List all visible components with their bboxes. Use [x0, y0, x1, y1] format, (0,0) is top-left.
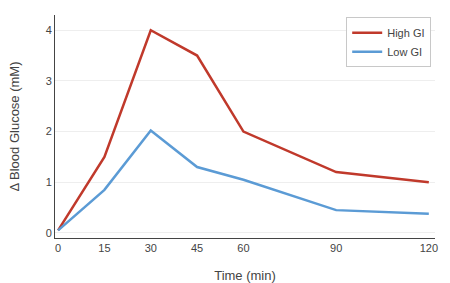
- svg-text:0: 0: [46, 227, 52, 239]
- svg-text:High GI: High GI: [387, 27, 424, 39]
- svg-text:3: 3: [46, 75, 52, 87]
- svg-text:90: 90: [330, 242, 342, 254]
- svg-text:Time (min): Time (min): [214, 268, 276, 283]
- svg-text:30: 30: [145, 242, 157, 254]
- svg-text:4: 4: [46, 24, 52, 36]
- svg-text:1: 1: [46, 176, 52, 188]
- svg-text:15: 15: [98, 242, 110, 254]
- svg-text:120: 120: [420, 242, 438, 254]
- svg-text:45: 45: [191, 242, 203, 254]
- svg-text:2: 2: [46, 125, 52, 137]
- svg-text:0: 0: [55, 242, 61, 254]
- svg-text:60: 60: [237, 242, 249, 254]
- svg-text:Δ Blood Glucose (mM): Δ Blood Glucose (mM): [7, 61, 22, 191]
- svg-text:Low GI: Low GI: [387, 46, 422, 58]
